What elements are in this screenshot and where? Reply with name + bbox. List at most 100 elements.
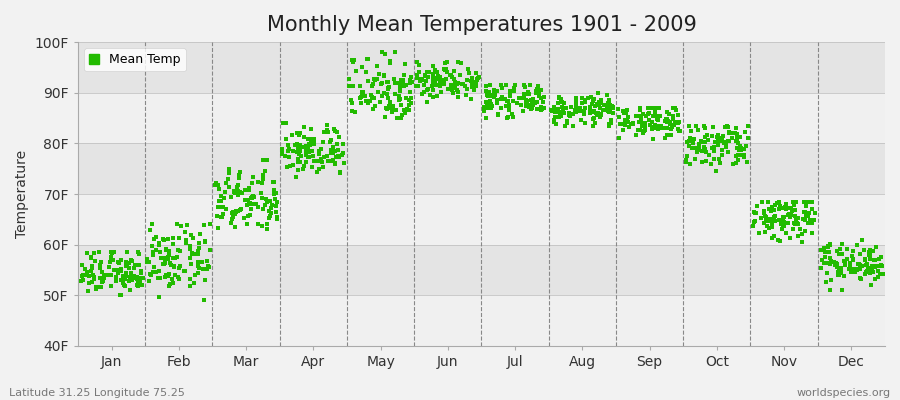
Point [679,157,693,164]
Point [666,112,680,119]
Point [221,170,236,176]
Point [617,121,632,127]
Point [569,101,583,108]
Point [266,191,281,197]
Point [115,279,130,286]
Point [331,147,346,154]
Point [520,101,535,107]
Point [104,250,119,256]
Point [245,195,259,202]
Bar [78,194,885,245]
Point [531,82,545,89]
Point [259,199,274,206]
Point [863,250,878,257]
Point [783,214,797,220]
Point [594,111,608,118]
Point [524,106,538,113]
Point [257,202,272,208]
Point [291,156,305,162]
Point [163,281,177,287]
Point [737,152,751,158]
Point [433,78,447,84]
Point [604,120,618,126]
Point [381,86,395,92]
Point [520,98,535,104]
Point [776,218,790,224]
Point [216,194,230,201]
Point [111,259,125,265]
Point [643,105,657,111]
Point [382,84,396,91]
Point [476,106,491,112]
Point [96,272,111,279]
Point [626,121,640,127]
Point [680,138,694,145]
Point [760,198,775,205]
Point [734,152,748,158]
Point [101,272,115,278]
Point [805,220,819,226]
Point [184,232,199,238]
Point [328,148,342,154]
Point [556,100,571,106]
Point [752,230,766,236]
Point [629,132,643,138]
Point [843,262,858,269]
Point [171,273,185,280]
Point [690,146,705,152]
Point [521,89,535,95]
Point [606,104,620,110]
Point [666,113,680,120]
Point [772,217,787,224]
Point [651,123,665,130]
Point [184,255,198,261]
Point [130,283,145,290]
Point [518,100,533,107]
Point [233,206,248,213]
Point [661,118,675,124]
Point [173,248,187,254]
Point [763,218,778,224]
Point [440,59,454,66]
Point [618,110,633,117]
Point [645,126,660,132]
Point [799,213,814,219]
Point [781,211,796,217]
Point [221,166,236,172]
Point [171,235,185,241]
Point [578,105,592,112]
Point [113,268,128,275]
Point [601,122,616,129]
Point [795,231,809,237]
Point [141,278,156,284]
Point [548,108,562,115]
Point [779,206,794,212]
Point [109,278,123,284]
Point [302,141,316,148]
Text: worldspecies.org: worldspecies.org [796,388,891,398]
Point [426,63,440,70]
Point [706,146,721,152]
Point [375,49,390,56]
Point [587,115,601,121]
Point [306,157,320,164]
Point [94,284,108,290]
Point [197,296,211,303]
Point [586,116,600,123]
Point [491,110,505,117]
Point [853,262,868,268]
Point [171,247,185,253]
Point [560,118,574,124]
Point [298,143,312,149]
Point [415,76,429,83]
Point [689,145,704,151]
Point [401,97,416,104]
Point [247,193,261,200]
Point [814,247,828,253]
Point [706,124,720,130]
Point [382,58,397,64]
Point [619,106,634,113]
Point [191,248,205,254]
Point [606,110,620,116]
Point [829,260,843,266]
